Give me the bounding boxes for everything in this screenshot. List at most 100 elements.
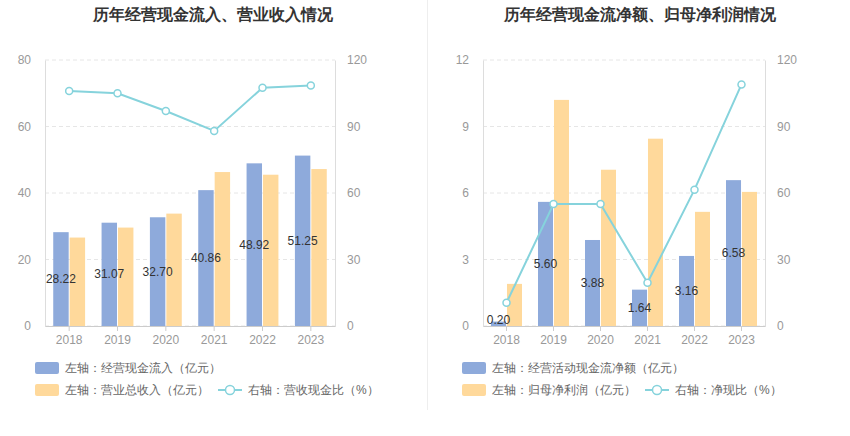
legend-swatch-marker (653, 386, 662, 395)
x-tick-mark (600, 326, 601, 331)
legend-swatch (462, 362, 486, 374)
x-tick-mark (647, 326, 648, 331)
legend-label: 右轴：净现比（%） (675, 383, 782, 397)
legend-label: 右轴：营收现金比（%） (248, 383, 379, 397)
x-tick-label: 2021 (201, 333, 228, 347)
line-marker (211, 127, 218, 134)
x-tick-mark (214, 326, 215, 331)
y-axis-line (483, 61, 484, 327)
bar (648, 139, 663, 326)
x-tick-mark (741, 326, 742, 331)
y2-tick-label: 0 (347, 319, 354, 333)
chart: 历年经营现金流净额、归母净利润情况03691203060901202018201… (456, 5, 798, 397)
line-marker (114, 90, 121, 97)
legend-swatch (35, 362, 59, 374)
legend-item: 右轴：净现比（%） (645, 383, 782, 397)
x-tick: 2020 (587, 326, 614, 347)
x-tick-mark (165, 326, 166, 331)
line (507, 84, 742, 302)
line-marker (644, 279, 651, 286)
y-tick-label: 20 (18, 253, 32, 267)
y-tick-label: 12 (456, 53, 470, 67)
x-tick-mark (69, 326, 70, 331)
y-axis-line (45, 61, 46, 327)
legend-item: 右轴：营收现金比（%） (218, 383, 379, 397)
line-marker (503, 299, 510, 306)
y2-tick: 120 (335, 53, 367, 67)
y-tick: 20 (18, 253, 45, 267)
y2-tick: 30 (335, 253, 361, 267)
x-tick: 2021 (201, 326, 228, 347)
bar (601, 170, 616, 326)
y-tick-label: 60 (18, 120, 32, 134)
y-tick: 3 (462, 253, 483, 267)
line (69, 85, 311, 130)
y2-tick: 0 (765, 319, 784, 333)
x-tick: 2019 (540, 326, 567, 347)
y2-axis: 0 30 60 90 120 (335, 53, 367, 333)
x-tick-label: 2019 (540, 333, 567, 347)
data-label: 40.86 (191, 251, 221, 265)
y-axis: 0 20 40 60 80 (18, 53, 46, 333)
x-axis-line (484, 326, 766, 327)
divider (427, 0, 428, 410)
y2-tick-label: 60 (777, 186, 791, 200)
legend-label: 左轴：经营活动现金流净额（亿元） (492, 361, 684, 375)
x-tick-label: 2023 (297, 333, 324, 347)
bar (554, 100, 569, 326)
y-tick: 0 (24, 319, 45, 333)
legend-label: 左轴：营业总收入（亿元） (65, 383, 209, 397)
x-tick-mark (117, 326, 118, 331)
y-tick-label: 0 (462, 319, 469, 333)
x-tick-label: 2018 (56, 333, 83, 347)
data-label: 0.20 (487, 313, 511, 327)
line-marker (259, 84, 266, 91)
y2-tick-label: 30 (347, 253, 361, 267)
x-axis-line (46, 326, 336, 327)
legend-item: 左轴：营业总收入（亿元） (35, 383, 209, 397)
legend: 左轴：经营现金流入（亿元）左轴：营业总收入（亿元）右轴：营收现金比（%） (35, 361, 379, 397)
y2-tick-label: 0 (777, 319, 784, 333)
title: 历年经营现金流净额、归母净利润情况 (503, 5, 777, 23)
y-tick-label: 6 (462, 186, 469, 200)
grid-line (45, 60, 335, 61)
grid-line (45, 126, 335, 127)
grid-line (483, 326, 765, 327)
line-marker (307, 82, 314, 89)
legend: 左轴：经营活动现金流净额（亿元） 左轴：归母净利润（亿元） 右轴：净现比（%） (462, 361, 782, 397)
y-tick-label: 9 (462, 120, 469, 134)
x-tick-label: 2022 (249, 333, 276, 347)
y2-axis: 0306090120 (765, 53, 797, 333)
y-tick: 6 (462, 186, 483, 200)
x-tick-mark (262, 326, 263, 331)
x-tick-label: 2020 (587, 333, 614, 347)
data-label: 51.25 (288, 234, 318, 248)
x-axis: 201820192020202120222023 (484, 326, 766, 347)
grid-line (483, 193, 765, 194)
data-label: 32.70 (143, 265, 173, 279)
data-label: 3.88 (581, 276, 605, 290)
grid-line (483, 60, 765, 61)
line-marker (550, 201, 557, 208)
x-tick-label: 2020 (152, 333, 179, 347)
line-marker (691, 186, 698, 193)
y-tick-label: 40 (18, 186, 32, 200)
y2-tick-label: 90 (777, 120, 791, 134)
x-tick-mark (310, 326, 311, 331)
y2-tick: 60 (765, 186, 791, 200)
y2-tick: 0 (335, 319, 354, 333)
legend-label: 左轴：归母净利润（亿元） (492, 383, 636, 397)
y2-tick-label: 120 (777, 53, 797, 67)
legend-item: 左轴：经营活动现金流净额（亿元） (462, 361, 684, 375)
legend-swatch-marker (226, 386, 235, 395)
x-tick-label: 2018 (493, 333, 520, 347)
bar (215, 172, 230, 326)
bar-series (70, 169, 327, 326)
line-marker (597, 201, 604, 208)
x-axis: 201820192020202120222023 (46, 326, 336, 347)
y2-tick-label: 90 (347, 120, 361, 134)
data-label: 3.16 (675, 284, 699, 298)
y2-tick: 60 (335, 186, 361, 200)
y-tick: 80 (18, 53, 45, 67)
bar-series (53, 156, 310, 326)
